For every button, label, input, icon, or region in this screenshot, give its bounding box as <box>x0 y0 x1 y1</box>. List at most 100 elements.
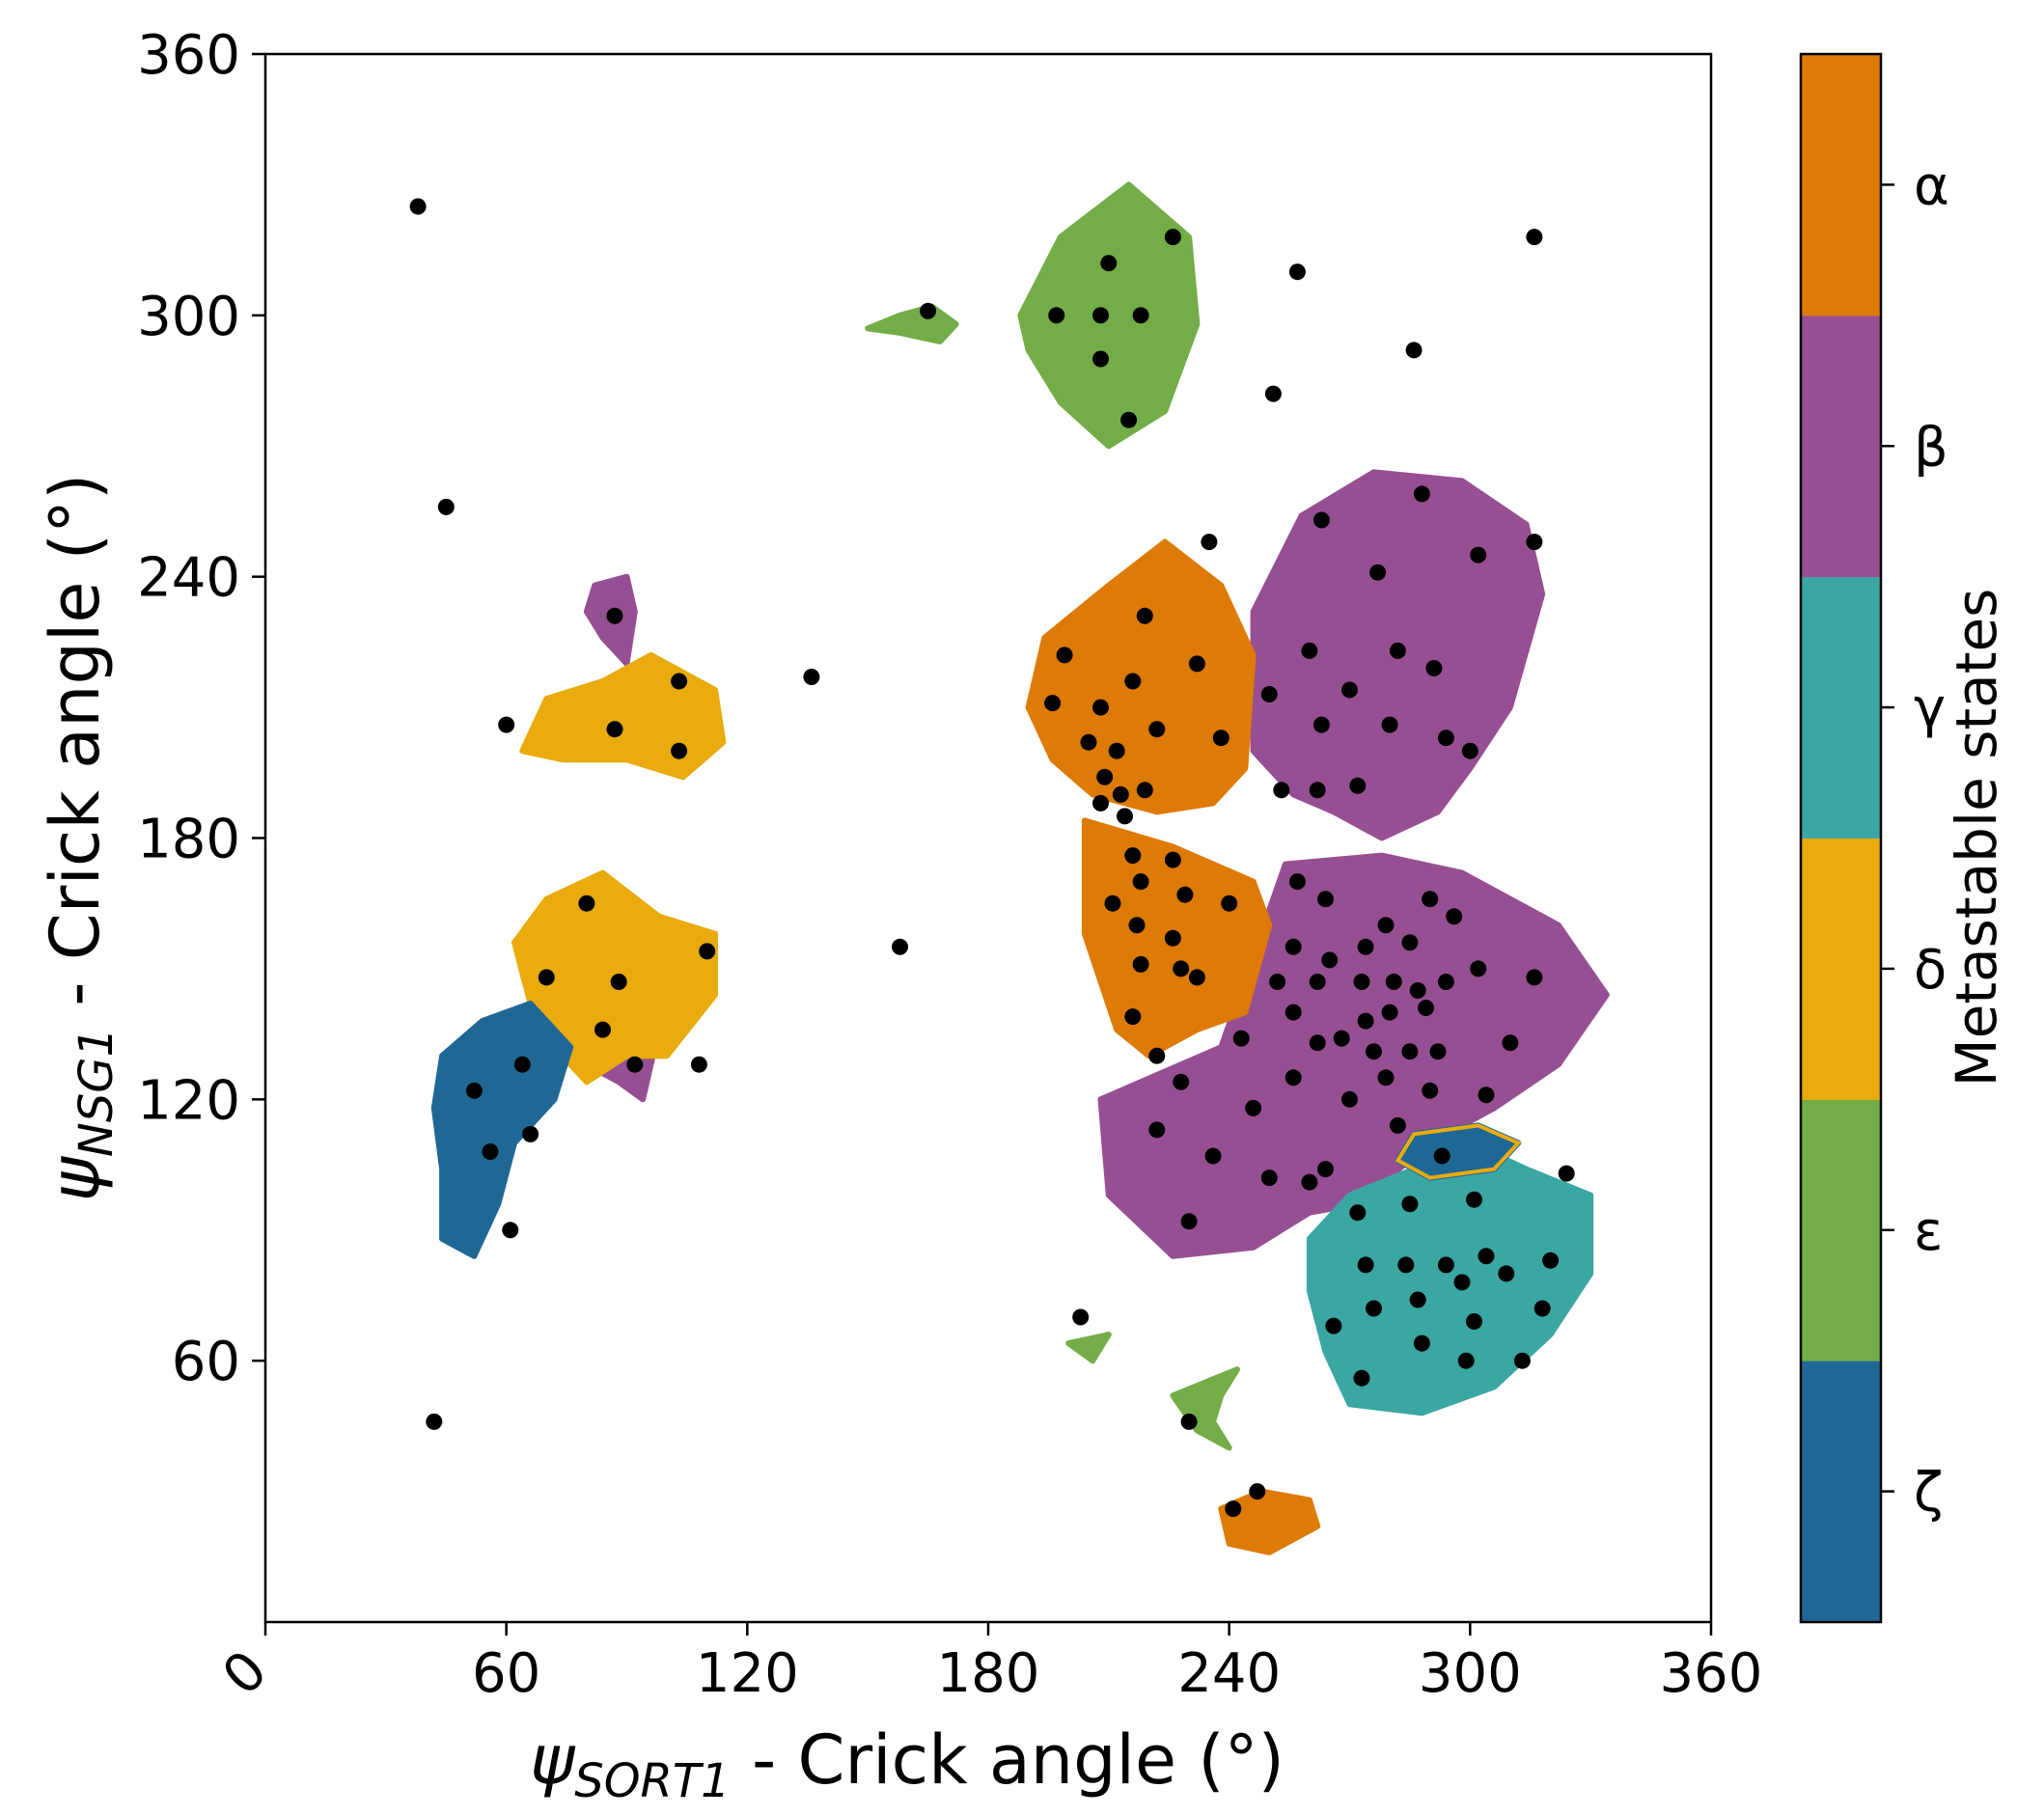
sample-point <box>1478 1248 1495 1265</box>
sample-point <box>1284 1069 1302 1087</box>
sample-point <box>1132 955 1149 973</box>
x-axis-label: ψSORT1 - Crick angle (°) <box>530 1720 1284 1808</box>
sample-point <box>1124 673 1142 690</box>
sample-point <box>1072 1308 1090 1326</box>
state-region <box>1065 1332 1112 1364</box>
sample-point <box>1312 511 1330 529</box>
sample-point <box>1461 742 1478 759</box>
sample-point <box>920 302 937 319</box>
sample-point <box>1446 908 1463 925</box>
sample-point <box>1273 782 1290 799</box>
colorbar-swatch <box>1801 315 1881 578</box>
sample-point <box>1385 974 1402 990</box>
sample-point <box>1225 1500 1242 1518</box>
sample-point <box>1284 1004 1302 1021</box>
sample-point <box>1502 1034 1519 1052</box>
sample-point <box>1212 729 1229 747</box>
sample-point <box>892 938 908 955</box>
sample-point <box>1401 1196 1419 1213</box>
sample-point <box>1112 785 1129 803</box>
sample-point <box>1349 777 1367 794</box>
sample-point <box>1164 929 1181 947</box>
x-tick-label: 60 <box>472 1642 540 1705</box>
sample-point <box>1301 642 1318 659</box>
sample-point <box>1092 307 1109 324</box>
sample-point <box>1132 873 1149 891</box>
sample-point <box>1422 1082 1439 1099</box>
colorbar-tick-label: δ <box>1914 939 1947 1002</box>
sample-point <box>1369 564 1387 581</box>
sample-point <box>1092 699 1109 716</box>
colorbar-swatch <box>1801 54 1881 316</box>
sample-point <box>1401 934 1419 951</box>
y-tick-label: 60 <box>172 1331 240 1393</box>
sample-point <box>578 894 595 912</box>
sample-point <box>1437 1256 1454 1274</box>
sample-point <box>1249 1483 1266 1500</box>
sample-point <box>1117 808 1133 825</box>
sample-point <box>1317 1161 1334 1178</box>
sample-point <box>1498 1265 1515 1282</box>
sample-point <box>1309 1034 1326 1052</box>
sample-point <box>1466 1191 1482 1208</box>
sample-point <box>1341 1090 1358 1108</box>
sample-point <box>1409 1291 1426 1308</box>
sample-point <box>1176 886 1194 903</box>
sample-point <box>465 1082 483 1099</box>
sample-point <box>1341 681 1358 699</box>
sample-point <box>1092 350 1109 368</box>
sample-point <box>1397 1256 1415 1274</box>
sample-point <box>1558 1165 1575 1182</box>
sample-point <box>1325 1317 1342 1334</box>
sample-point <box>1453 1274 1471 1291</box>
sample-point <box>1104 894 1121 912</box>
sample-point <box>502 1222 519 1239</box>
sample-point <box>1526 229 1543 246</box>
sample-point <box>1148 1047 1166 1064</box>
sample-point <box>1092 794 1109 812</box>
sample-point <box>1245 1099 1262 1116</box>
colorbar-swatch <box>1801 1099 1881 1362</box>
sample-point <box>1132 307 1149 324</box>
colorbar-swatch <box>1801 838 1881 1100</box>
state-region <box>1170 1366 1240 1451</box>
sample-point <box>1425 660 1443 676</box>
sample-point <box>1204 1147 1222 1165</box>
y-tick-label: 360 <box>137 24 240 87</box>
x-tick-label: 0 <box>210 1638 279 1707</box>
sample-point <box>1188 969 1205 986</box>
colorbar-frame <box>1799 52 1883 1624</box>
sample-point <box>1128 917 1146 934</box>
sample-point <box>498 716 515 733</box>
sample-point <box>626 1056 644 1073</box>
x-tick-label: 300 <box>1419 1642 1522 1705</box>
sample-point <box>1148 1121 1166 1139</box>
sample-point <box>1260 686 1278 702</box>
sample-point <box>1288 873 1306 891</box>
sample-point <box>1321 951 1339 969</box>
x-axis: 0 60 120 180 240 300 360 <box>210 1622 1762 1708</box>
sample-point <box>1100 255 1118 272</box>
sample-point <box>1312 716 1330 733</box>
sample-point <box>606 721 623 738</box>
colorbar-tick-label: ε <box>1914 1200 1943 1263</box>
sample-point <box>1288 263 1306 281</box>
sample-point <box>1401 1043 1419 1060</box>
sample-point <box>1413 1334 1430 1352</box>
sample-point <box>1353 1369 1370 1387</box>
sample-point <box>1470 546 1487 564</box>
sample-point <box>1269 974 1286 990</box>
y-tick-label: 120 <box>137 1069 240 1132</box>
sample-point <box>1096 768 1114 785</box>
sample-point <box>1301 1173 1318 1191</box>
sample-point <box>1201 534 1218 551</box>
sample-point <box>1533 1300 1551 1317</box>
sample-point <box>1405 342 1423 359</box>
state-region <box>1218 1488 1321 1555</box>
x-tick-label: 120 <box>696 1642 799 1705</box>
sample-point <box>1044 695 1062 712</box>
sample-point <box>426 1413 443 1430</box>
sample-point <box>699 943 716 960</box>
sample-point <box>1048 307 1065 324</box>
y-tick-label: 240 <box>137 547 240 610</box>
